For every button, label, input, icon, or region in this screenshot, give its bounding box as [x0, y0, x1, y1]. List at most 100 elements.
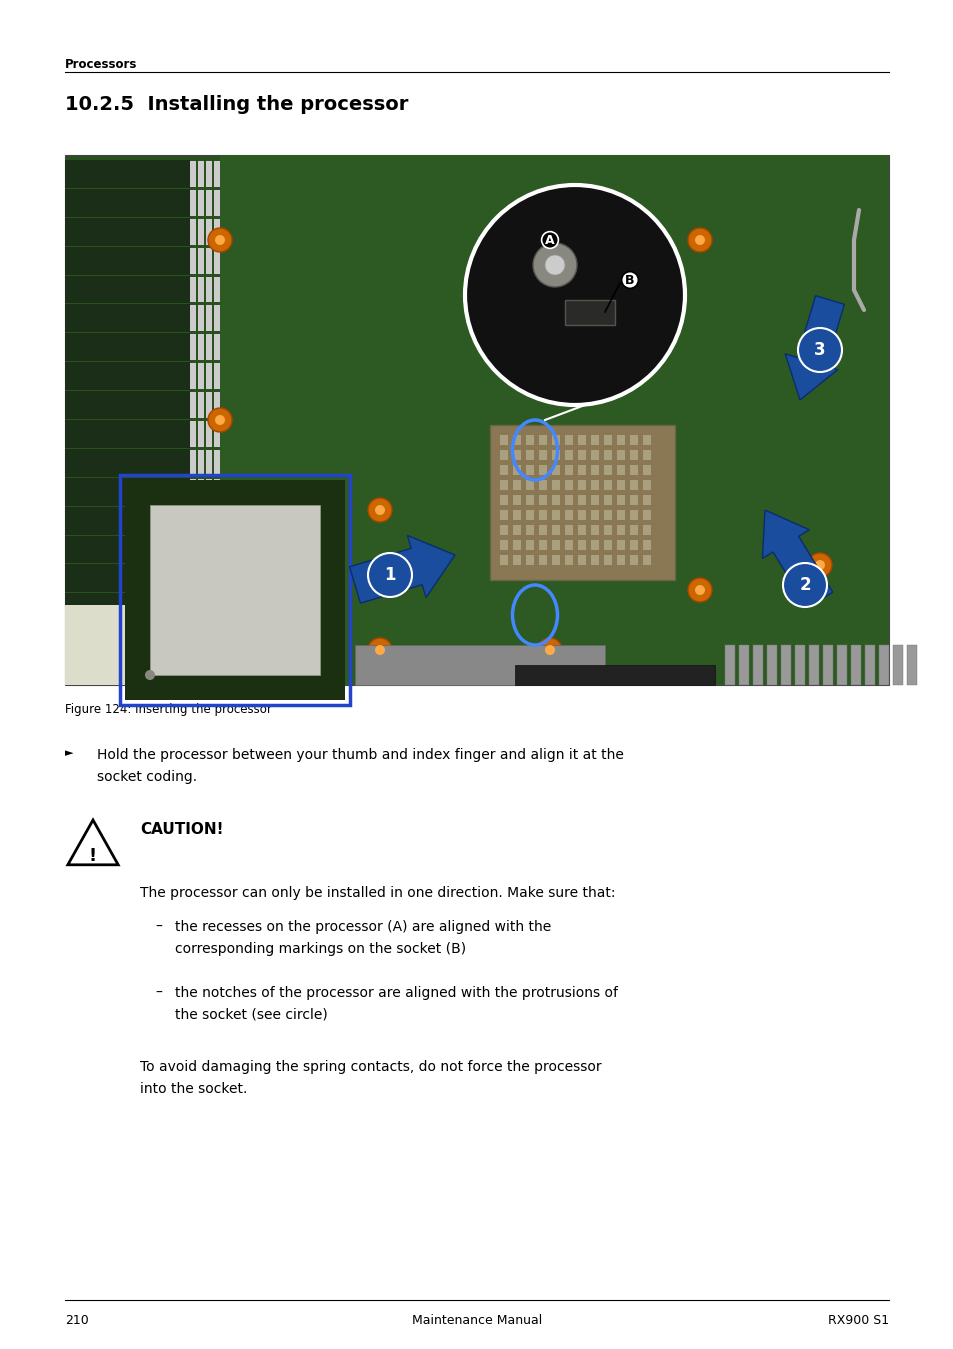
Bar [538, 540, 546, 550]
Bar [65, 305, 190, 332]
Text: Figure 124: Inserting the processor: Figure 124: Inserting the processor [65, 703, 272, 716]
Bar [355, 645, 604, 685]
Text: CAUTION!: CAUTION! [140, 822, 223, 836]
Circle shape [208, 407, 232, 432]
Bar [564, 465, 573, 475]
Bar [794, 645, 804, 685]
Bar [65, 478, 190, 506]
Bar [564, 451, 573, 460]
Bar [603, 495, 612, 505]
Bar [499, 480, 507, 490]
Bar [578, 554, 585, 565]
Bar [578, 434, 585, 445]
Text: the socket (see circle): the socket (see circle) [174, 1008, 328, 1023]
Bar [220, 155, 888, 685]
Bar [525, 465, 534, 475]
Bar [513, 451, 520, 460]
Bar [213, 305, 220, 332]
Bar [198, 190, 204, 216]
Bar [564, 434, 573, 445]
Circle shape [145, 670, 154, 680]
Bar [120, 475, 350, 706]
Circle shape [537, 193, 561, 217]
Bar [513, 540, 520, 550]
Bar [213, 219, 220, 244]
Bar [198, 248, 204, 274]
Bar [198, 161, 204, 188]
Bar [213, 248, 220, 274]
Bar [65, 217, 190, 246]
Bar [590, 451, 598, 460]
Bar [552, 434, 559, 445]
Bar [206, 305, 212, 332]
Text: Hold the processor between your thumb and index finger and align it at the: Hold the processor between your thumb an… [97, 747, 623, 762]
Bar [198, 335, 204, 360]
Bar [892, 645, 902, 685]
Bar [564, 525, 573, 536]
Bar [590, 495, 598, 505]
Circle shape [814, 560, 824, 571]
Bar [190, 190, 195, 216]
Text: the recesses on the processor (A) are aligned with the: the recesses on the processor (A) are al… [174, 920, 551, 934]
Circle shape [797, 328, 841, 372]
Bar [190, 305, 195, 332]
Bar [65, 333, 190, 362]
Bar [198, 565, 204, 591]
Bar [499, 451, 507, 460]
Bar [490, 425, 675, 580]
Bar [206, 449, 212, 476]
Circle shape [208, 228, 232, 252]
Bar [836, 645, 846, 685]
Bar [190, 449, 195, 476]
Bar [206, 161, 212, 188]
Bar [617, 540, 624, 550]
Bar [642, 451, 650, 460]
Bar [198, 305, 204, 332]
Bar [190, 335, 195, 360]
Bar [525, 434, 534, 445]
Bar [65, 420, 190, 448]
Bar [213, 623, 220, 649]
Bar [642, 434, 650, 445]
Bar [590, 465, 598, 475]
Bar [499, 434, 507, 445]
FancyArrow shape [784, 295, 843, 401]
Bar [538, 451, 546, 460]
Bar [538, 480, 546, 490]
Circle shape [214, 235, 225, 246]
Bar [206, 363, 212, 389]
Bar [213, 335, 220, 360]
Bar [617, 554, 624, 565]
Bar [513, 554, 520, 565]
Bar [125, 480, 345, 700]
Bar [65, 594, 190, 622]
Bar [538, 510, 546, 519]
Text: socket coding.: socket coding. [97, 770, 197, 784]
Bar [206, 219, 212, 244]
Circle shape [214, 415, 225, 425]
Bar [590, 480, 598, 490]
Bar [642, 525, 650, 536]
Bar [525, 480, 534, 490]
Bar [513, 510, 520, 519]
Bar [513, 480, 520, 490]
Bar [190, 277, 195, 302]
Bar [198, 652, 204, 679]
Bar [864, 645, 874, 685]
Bar [213, 393, 220, 418]
Bar [617, 451, 624, 460]
Bar [629, 554, 638, 565]
Bar [538, 525, 546, 536]
Bar [808, 645, 818, 685]
Bar [525, 451, 534, 460]
Bar [513, 434, 520, 445]
Bar [642, 480, 650, 490]
Bar [617, 480, 624, 490]
Circle shape [687, 577, 711, 602]
Bar [513, 525, 520, 536]
Bar [206, 565, 212, 591]
Bar [603, 510, 612, 519]
Bar [552, 451, 559, 460]
Bar [513, 495, 520, 505]
Bar [603, 434, 612, 445]
